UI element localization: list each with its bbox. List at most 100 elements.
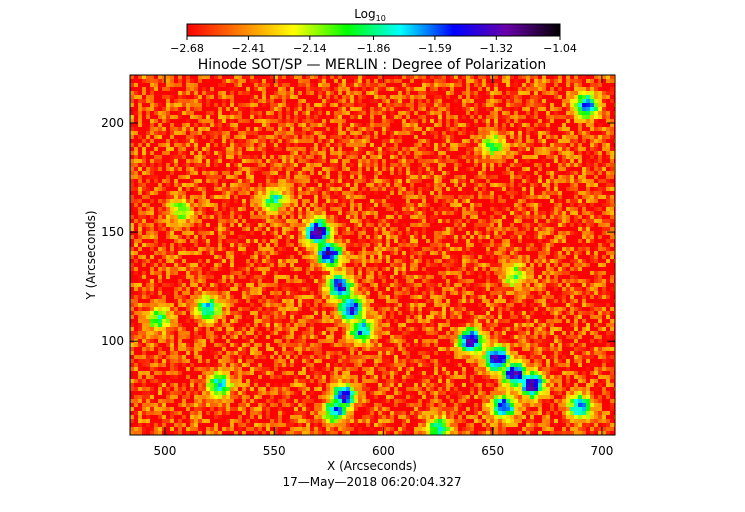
heatmap-cell bbox=[446, 175, 450, 179]
heatmap-cell bbox=[558, 91, 562, 95]
heatmap-cell bbox=[338, 211, 342, 215]
heatmap-cell bbox=[406, 91, 410, 95]
heatmap-cell bbox=[562, 215, 566, 219]
heatmap-cell bbox=[490, 207, 494, 211]
heatmap-cell bbox=[282, 227, 286, 231]
heatmap-cell bbox=[266, 83, 270, 87]
heatmap-cell bbox=[362, 175, 366, 179]
heatmap-cell bbox=[322, 219, 326, 223]
heatmap-cell bbox=[470, 199, 474, 203]
heatmap-cell bbox=[410, 235, 414, 239]
heatmap-cell bbox=[570, 107, 574, 111]
heatmap-cell bbox=[506, 151, 510, 155]
heatmap-cell bbox=[414, 79, 418, 83]
heatmap-cell bbox=[310, 215, 314, 219]
heatmap-cell bbox=[370, 163, 374, 167]
heatmap-cell bbox=[302, 163, 306, 167]
heatmap-cell bbox=[274, 191, 278, 195]
heatmap-cell bbox=[474, 187, 478, 191]
heatmap-cell bbox=[258, 83, 262, 87]
heatmap-cell bbox=[502, 175, 506, 179]
heatmap-cell bbox=[290, 235, 294, 239]
heatmap-cell bbox=[514, 235, 518, 239]
heatmap-cell bbox=[246, 79, 250, 83]
colorbar-tick-label: −2.14 bbox=[293, 42, 327, 55]
heatmap-cell bbox=[310, 139, 314, 143]
heatmap-cell bbox=[218, 83, 222, 87]
heatmap-cell bbox=[214, 187, 218, 191]
heatmap-cell bbox=[330, 139, 334, 143]
heatmap-cell bbox=[370, 231, 374, 235]
heatmap-cell bbox=[146, 107, 150, 111]
heatmap-cell bbox=[494, 135, 498, 139]
heatmap-cell bbox=[562, 211, 566, 215]
heatmap-cell bbox=[602, 231, 606, 235]
heatmap-cell bbox=[594, 115, 598, 119]
heatmap-cell bbox=[190, 127, 194, 131]
heatmap-cell bbox=[386, 159, 390, 163]
heatmap-cell bbox=[374, 147, 378, 151]
heatmap-cell bbox=[286, 163, 290, 167]
heatmap-cell bbox=[266, 151, 270, 155]
heatmap-cell bbox=[146, 151, 150, 155]
heatmap-cell bbox=[390, 95, 394, 99]
heatmap-cell bbox=[422, 223, 426, 227]
heatmap-cell bbox=[478, 223, 482, 227]
heatmap-cell bbox=[214, 107, 218, 111]
heatmap-cell bbox=[186, 135, 190, 139]
heatmap-cell bbox=[214, 123, 218, 127]
heatmap-cell bbox=[278, 103, 282, 107]
heatmap-cell bbox=[322, 155, 326, 159]
heatmap-cell bbox=[446, 167, 450, 171]
heatmap-cell bbox=[246, 167, 250, 171]
heatmap-cell bbox=[534, 131, 538, 135]
heatmap-cell bbox=[490, 119, 494, 123]
heatmap-cell bbox=[546, 143, 550, 147]
heatmap-cell bbox=[286, 75, 290, 79]
heatmap-cell bbox=[278, 171, 282, 175]
heatmap-cell bbox=[174, 183, 178, 187]
heatmap-cell bbox=[210, 143, 214, 147]
heatmap-cell bbox=[598, 207, 602, 211]
heatmap-cell bbox=[238, 231, 242, 235]
heatmap-cell bbox=[154, 131, 158, 135]
heatmap-cell bbox=[158, 175, 162, 179]
heatmap-cell bbox=[570, 227, 574, 231]
heatmap-cell bbox=[422, 91, 426, 95]
heatmap-cell bbox=[542, 83, 546, 87]
heatmap-cell bbox=[386, 163, 390, 167]
heatmap-cell bbox=[318, 171, 322, 175]
heatmap-cell bbox=[166, 199, 170, 203]
heatmap-cell bbox=[426, 79, 430, 83]
heatmap-cell bbox=[514, 151, 518, 155]
heatmap-cell bbox=[142, 147, 146, 151]
heatmap-cell bbox=[402, 223, 406, 227]
heatmap-cell bbox=[490, 215, 494, 219]
heatmap-cell bbox=[454, 143, 458, 147]
heatmap-cell bbox=[382, 127, 386, 131]
heatmap-cell bbox=[606, 111, 610, 115]
heatmap-cell bbox=[446, 211, 450, 215]
heatmap-cell bbox=[158, 203, 162, 207]
heatmap-cell bbox=[298, 139, 302, 143]
heatmap-cell bbox=[566, 199, 570, 203]
heatmap-cell bbox=[318, 75, 322, 79]
heatmap-cell bbox=[138, 191, 142, 195]
heatmap-cell bbox=[522, 211, 526, 215]
heatmap-cell bbox=[426, 107, 430, 111]
heatmap-cell bbox=[270, 111, 274, 115]
heatmap-cell bbox=[266, 199, 270, 203]
heatmap-cell bbox=[474, 147, 478, 151]
heatmap-cell bbox=[542, 179, 546, 183]
heatmap-cell bbox=[230, 127, 234, 131]
heatmap-cell bbox=[498, 119, 502, 123]
heatmap-cell bbox=[594, 87, 598, 91]
heatmap-cell bbox=[290, 111, 294, 115]
heatmap-cell bbox=[486, 175, 490, 179]
heatmap-cell bbox=[346, 203, 350, 207]
heatmap-cell bbox=[554, 223, 558, 227]
heatmap-cell bbox=[154, 75, 158, 79]
heatmap-cell bbox=[362, 219, 366, 223]
heatmap-cell bbox=[246, 119, 250, 123]
heatmap-cell bbox=[238, 167, 242, 171]
